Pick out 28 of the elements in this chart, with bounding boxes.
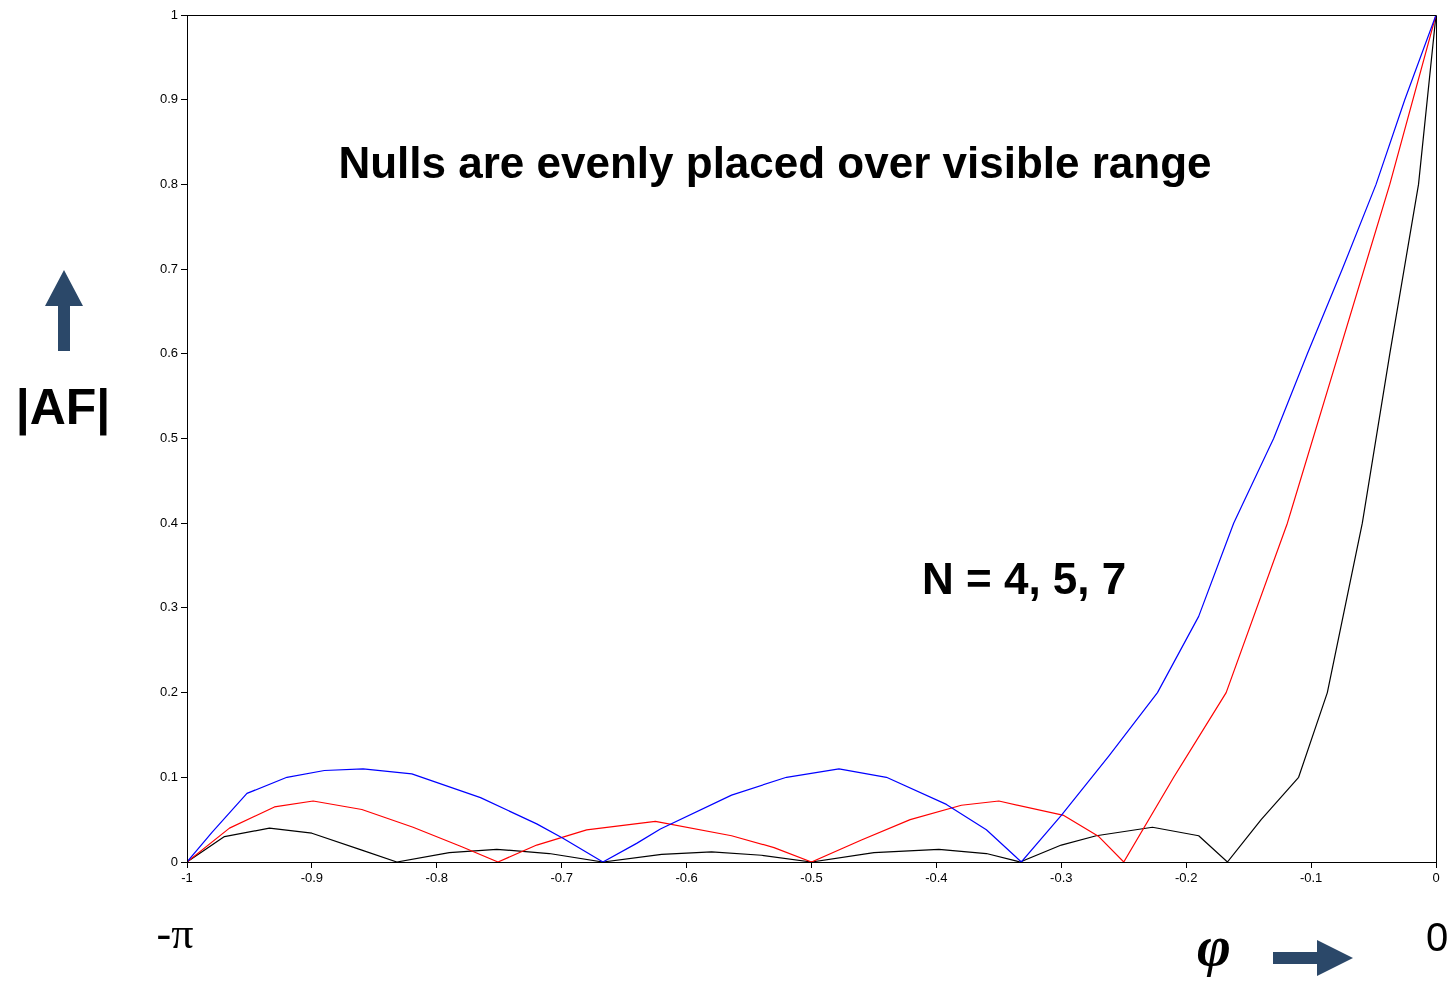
text: Nulls are evenly placed over visible range: [338, 138, 1212, 188]
x-tick-label: -0.3: [1050, 870, 1073, 886]
x-tick-label: 0: [1432, 870, 1440, 886]
x-tick-label: -1: [181, 870, 193, 886]
y-tick-label: 0.8: [159, 175, 178, 191]
y-tick-label: 0.2: [159, 684, 178, 700]
y-tick-label: 0.4: [159, 514, 178, 530]
y-tick-label: 0.7: [159, 260, 178, 276]
x-tick-label: -0.7: [550, 870, 573, 886]
y-tick-label: 0.9: [159, 91, 178, 107]
text: -π: [156, 908, 194, 958]
annotation: N = 4, 5, 7: [922, 554, 1127, 604]
x-tick-label: -0.5: [800, 870, 823, 886]
y-tick-label: 1: [170, 6, 178, 22]
y-tick-label: 0.1: [159, 768, 178, 784]
x-tick-label: -0.1: [1299, 870, 1323, 886]
x-axis-title: φ: [1197, 912, 1231, 978]
x-tick-label: -0.2: [1175, 870, 1198, 886]
x-tick-label: -0.8: [425, 870, 448, 886]
y-axis-title: |AF|: [15, 378, 111, 436]
x-tick-label: -0.6: [675, 870, 698, 886]
text: 0: [1425, 915, 1449, 960]
y-tick-label: 0: [170, 853, 178, 869]
y-tick-label: 0.5: [159, 430, 178, 446]
x-tick-label: -0.9: [300, 870, 324, 886]
y-tick-label: 0.6: [159, 345, 178, 361]
y-tick-label: 0.3: [159, 599, 178, 615]
x-tick-label: -0.4: [925, 870, 948, 886]
